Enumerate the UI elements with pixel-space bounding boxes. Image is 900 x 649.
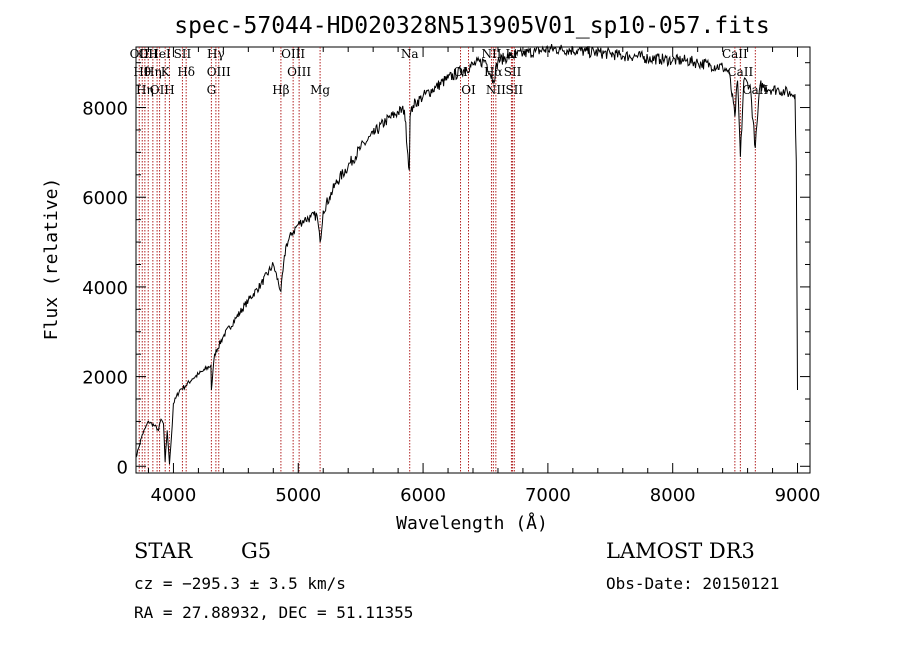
survey-name: LAMOST DR3	[606, 539, 755, 563]
y-tick-label: 2000	[82, 368, 128, 389]
x-tick-label: 7000	[525, 485, 571, 506]
line-label: SII	[174, 47, 192, 61]
line-label: CaII	[727, 65, 753, 79]
line-label: SII	[504, 65, 522, 79]
line-label: G	[207, 83, 217, 97]
plot-border	[135, 46, 811, 474]
line-label: CaII	[722, 47, 748, 61]
x-tick-label: 8000	[650, 485, 696, 506]
redshift-cz: cz = −295.3 ± 3.5 km/s	[134, 574, 346, 593]
object-class: STAR	[134, 539, 193, 563]
line-label: SII	[505, 83, 523, 97]
line-label: Hγ	[207, 47, 225, 61]
y-tick-label: 6000	[82, 188, 128, 209]
line-label: Hβ	[272, 83, 289, 97]
observation-date: Obs-Date: 20150121	[606, 574, 779, 593]
line-label: K	[161, 65, 171, 79]
line-label: Mg	[310, 83, 330, 97]
x-axis-ticks: 4000 5000 6000 7000 8000 9000	[147, 47, 821, 506]
x-tick-label: 9000	[775, 485, 821, 506]
line-label: Na	[401, 47, 419, 61]
line-label: NII	[486, 83, 506, 97]
chart-title: spec-57044-HD020328N513905V01_sp10-057.f…	[174, 13, 769, 39]
y-tick-label: 4000	[82, 278, 128, 299]
spectral-line-markers	[138, 47, 756, 473]
y-axis-ticks: 0 2000 4000 6000 8000	[82, 62, 810, 478]
coordinates: RA = 27.88932, DEC = 51.11355	[134, 603, 413, 622]
line-label: OIII	[287, 65, 311, 79]
plot-frame	[135, 46, 811, 474]
spectrum-line	[135, 44, 798, 465]
line-label: OI	[150, 83, 165, 97]
line-label: Hη	[144, 65, 162, 79]
line-label: Hα	[484, 65, 503, 79]
line-label: Hδ	[177, 65, 195, 79]
y-axis-label: Flux (relative)	[41, 178, 62, 341]
x-tick-label: 5000	[275, 485, 321, 506]
x-axis-label: Wavelength (Å)	[396, 512, 548, 534]
x-tick-label: 6000	[400, 485, 446, 506]
line-label: Hθ	[133, 65, 151, 79]
line-label: OIII	[281, 47, 305, 61]
line-label: Hη	[136, 83, 154, 97]
y-tick-label: 8000	[82, 99, 128, 120]
line-label: OIII	[207, 65, 231, 79]
y-tick-label: 0	[117, 457, 128, 478]
line-label: HeI	[148, 47, 171, 61]
spectral-subclass: G5	[241, 539, 271, 563]
line-label: OI	[461, 83, 476, 97]
line-label: H	[164, 83, 174, 97]
line-label: OII	[130, 47, 150, 61]
x-tick-label: 4000	[151, 485, 197, 506]
line-label: OII	[139, 47, 159, 61]
line-label: NII	[481, 47, 501, 61]
